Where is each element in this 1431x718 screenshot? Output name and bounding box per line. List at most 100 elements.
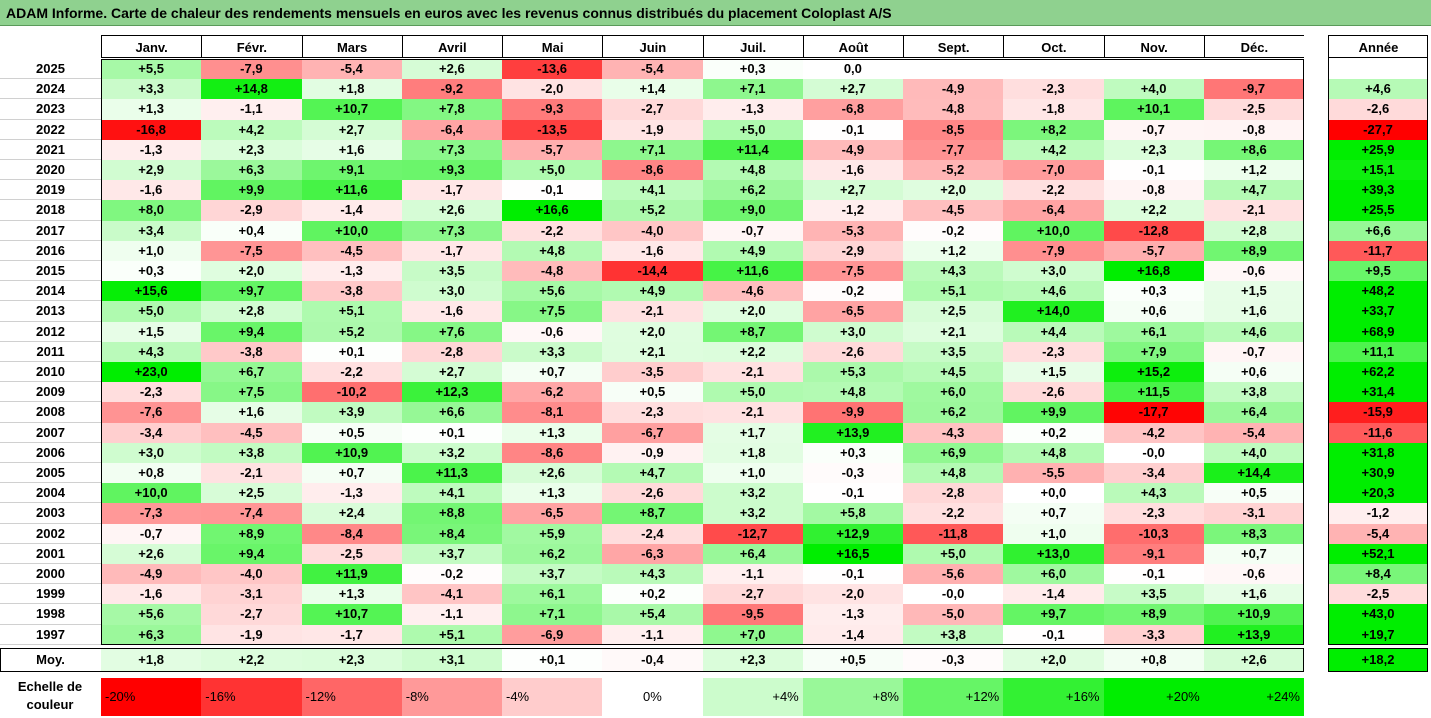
heatmap-cell: -2,0 (502, 79, 603, 100)
heatmap-cell: +9,4 (201, 543, 302, 564)
heatmap-cell: +0,6 (1203, 362, 1304, 383)
heatmap-cell: +3,8 (201, 442, 302, 463)
heatmap-cell: -3,3 (1103, 624, 1204, 645)
heatmap-cell: +2,3 (201, 139, 302, 160)
heatmap-cell: -2,1 (702, 362, 803, 383)
heatmap-cell: -5,2 (903, 160, 1004, 181)
heatmap-cell: +7,5 (502, 301, 603, 322)
heatmap-cell: -1,3 (301, 483, 402, 504)
column-header: Oct. (1003, 35, 1104, 58)
heatmap-cell: +2,1 (602, 341, 703, 362)
heatmap-cell: +8,7 (702, 321, 803, 342)
heatmap-cell: +2,7 (401, 362, 502, 383)
heatmap-cell: -2,1 (201, 463, 302, 484)
heatmap-cell: -5,7 (1103, 240, 1204, 261)
heatmap-cell: -12,8 (1103, 220, 1204, 241)
heatmap-cell: +15,6 (101, 281, 202, 302)
heatmap-cell: -16,8 (101, 119, 202, 140)
heatmap-cell (1103, 59, 1204, 80)
heatmap-cell: +4,0 (1103, 79, 1204, 100)
heatmap-cell: +6,1 (1103, 321, 1204, 342)
heatmap-cell: -3,1 (1203, 503, 1304, 524)
heatmap-cell: -2,9 (201, 200, 302, 221)
heatmap-cell: +8,7 (602, 503, 703, 524)
heatmap-cell: -2,7 (602, 99, 703, 120)
heatmap-cell: -9,7 (1203, 79, 1304, 100)
row-label: 2007 (0, 423, 101, 443)
heatmap-cell: -5,4 (301, 59, 402, 80)
heatmap-cell: -1,4 (802, 624, 903, 645)
heatmap-cell: -0,6 (502, 321, 603, 342)
annual-cell: +30,9 (1328, 463, 1428, 484)
heatmap-cell: -13,6 (502, 59, 603, 80)
heatmap-cell: -7,6 (101, 402, 202, 423)
heatmap-cell: -0,7 (101, 523, 202, 544)
heatmap-cell: +6,0 (1003, 564, 1104, 585)
heatmap-cell: +4,3 (1103, 483, 1204, 504)
heatmap-cell: +4,9 (602, 281, 703, 302)
heatmap-cell: -1,3 (301, 261, 402, 282)
annual-cell (1328, 59, 1428, 80)
heatmap-cell: +0,3 (1103, 281, 1204, 302)
heatmap-cell: +1,7 (702, 422, 803, 443)
heatmap-cell: +3,7 (401, 543, 502, 564)
heatmap-cell: +0,2 (602, 584, 703, 605)
heatmap-cell: +3,0 (101, 442, 202, 463)
heatmap-cell: +1,5 (1003, 362, 1104, 383)
heatmap-cell: -4,9 (802, 139, 903, 160)
year-column-header: Année (1328, 35, 1428, 58)
heatmap-cell: +9,7 (1003, 604, 1104, 625)
heatmap-cell: +7,5 (201, 382, 302, 403)
annual-cell: +4,6 (1328, 79, 1428, 100)
chart-title: ADAM Informe. Carte de chaleur des rende… (0, 0, 1431, 26)
heatmap-cell: -6,7 (602, 422, 703, 443)
heatmap-cell: +1,0 (1003, 523, 1104, 544)
heatmap-cell: -2,2 (502, 220, 603, 241)
heatmap-cell: -0,1 (502, 180, 603, 201)
heatmap-cell: -1,1 (201, 99, 302, 120)
average-cell: -0,4 (602, 647, 703, 672)
heatmap-cell: +2,8 (201, 301, 302, 322)
heatmap-cell: -2,3 (602, 402, 703, 423)
heatmap-cell: -1,7 (301, 624, 402, 645)
heatmap-cell: +8,6 (1203, 139, 1304, 160)
heatmap-cell: +3,8 (903, 624, 1004, 645)
heatmap-cell: +4,1 (401, 483, 502, 504)
heatmap-cell: -1,4 (1003, 584, 1104, 605)
heatmap-cell: -2,6 (802, 341, 903, 362)
heatmap-cell: +2,6 (401, 200, 502, 221)
annual-cell: -2,6 (1328, 99, 1428, 120)
row-label: 1999 (0, 584, 101, 605)
row-label: 2020 (0, 160, 101, 181)
heatmap-cell: -4,0 (201, 564, 302, 585)
heatmap-cell: +13,9 (802, 422, 903, 443)
heatmap-cell: -2,3 (1003, 341, 1104, 362)
heatmap-cell: -7,7 (903, 139, 1004, 160)
heatmap-cell: -0,2 (802, 281, 903, 302)
heatmap-cell: -9,3 (502, 99, 603, 120)
heatmap-cell: +4,8 (502, 240, 603, 261)
heatmap-cell: +4,3 (101, 341, 202, 362)
heatmap-cell: -7,4 (201, 503, 302, 524)
heatmap-cell: +12,9 (802, 523, 903, 544)
heatmap-cell: -7,9 (1003, 240, 1104, 261)
heatmap-cell: +9,9 (1003, 402, 1104, 423)
heatmap-cell: +4,0 (1203, 442, 1304, 463)
heatmap-cell: +3,0 (802, 321, 903, 342)
row-label: 2025 (0, 59, 101, 80)
heatmap-cell: +13,0 (1003, 543, 1104, 564)
heatmap-cell: -4,1 (401, 584, 502, 605)
heatmap-cell: +15,2 (1103, 362, 1204, 383)
heatmap-cell: +14,8 (201, 79, 302, 100)
heatmap-cell: +2,2 (1103, 200, 1204, 221)
annual-cell: +8,4 (1328, 564, 1428, 585)
heatmap-cell (903, 59, 1004, 80)
heatmap-cell: -1,1 (702, 564, 803, 585)
heatmap-cell: +2,8 (1203, 220, 1304, 241)
heatmap-cell: -1,7 (401, 240, 502, 261)
annual-cell: -15,9 (1328, 402, 1428, 423)
heatmap-cell: +5,0 (903, 543, 1004, 564)
heatmap-cell: +6,6 (401, 402, 502, 423)
heatmap-cell: -4,8 (903, 99, 1004, 120)
annual-cell: -5,4 (1328, 523, 1428, 544)
